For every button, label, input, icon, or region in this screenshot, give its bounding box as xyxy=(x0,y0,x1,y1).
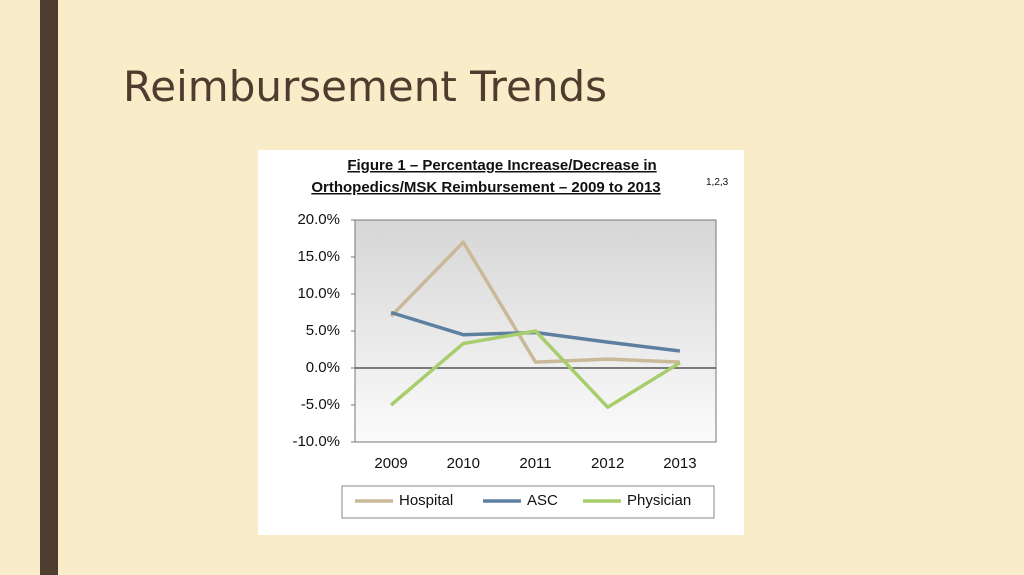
y-tick-label: -10.0% xyxy=(292,433,340,450)
x-tick-label: 2013 xyxy=(663,455,696,472)
x-tick-label: 2010 xyxy=(447,455,480,472)
x-tick-label: 2011 xyxy=(519,455,551,472)
y-tick-label: 20.0% xyxy=(297,211,340,228)
y-tick-label: 5.0% xyxy=(306,322,340,339)
legend xyxy=(341,485,715,519)
y-tick-label: -5.0% xyxy=(301,396,340,413)
y-tick-label: 0.0% xyxy=(306,359,340,376)
x-tick-label: 2009 xyxy=(374,455,407,472)
x-tick-label: 2012 xyxy=(591,455,624,472)
y-tick-label: 15.0% xyxy=(297,248,340,265)
series-line xyxy=(389,329,681,409)
y-tick-label: 10.0% xyxy=(297,285,340,302)
series-line xyxy=(389,240,680,364)
slide-title: Reimbursement Trends xyxy=(123,62,607,111)
legend-label: Hospital xyxy=(399,492,453,509)
legend-label: ASC xyxy=(527,492,558,509)
side-bar xyxy=(40,0,58,575)
chart-title: Figure 1 – Percentage Increase/Decrease … xyxy=(347,157,656,174)
chart-title: Orthopedics/MSK Reimbursement – 2009 to … xyxy=(311,179,660,196)
legend-label: Physician xyxy=(627,492,691,509)
chart-title-note: 1,2,3 xyxy=(706,177,729,188)
